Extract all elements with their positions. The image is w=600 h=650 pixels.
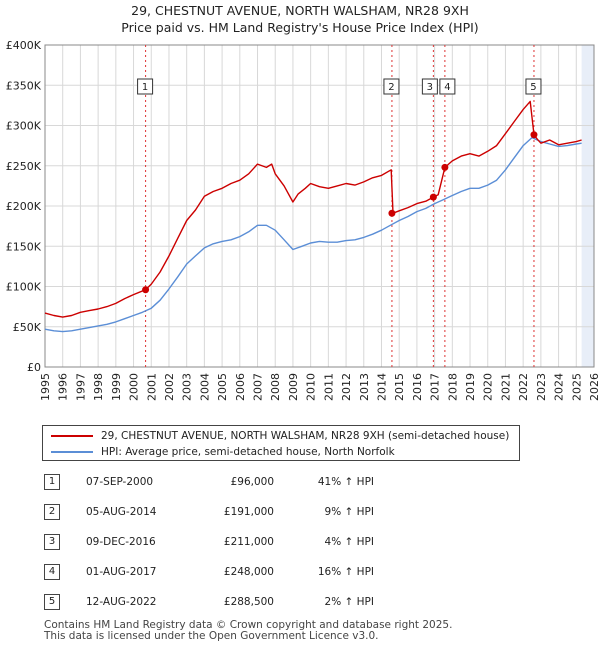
sale-number-box: 5 [44, 594, 60, 610]
y-tick-label: £0 [27, 361, 41, 374]
x-tick-label: 1997 [74, 373, 87, 401]
x-tick-label: 2001 [145, 373, 158, 401]
x-tick-label: 2008 [269, 373, 282, 401]
x-tick-label: 1996 [57, 373, 70, 401]
title-line-1: 29, CHESTNUT AVENUE, NORTH WALSHAM, NR28… [131, 3, 469, 18]
x-tick-label: 2014 [375, 373, 388, 401]
sale-hpi-change: 16% ↑ HPI [317, 566, 374, 578]
x-tick-label: 2012 [340, 373, 353, 401]
footer-attribution: Contains HM Land Registry data © Crown c… [44, 620, 452, 642]
sale-price: £248,000 [223, 566, 274, 578]
sale-date: 07-SEP-2000 [86, 476, 154, 488]
x-tick-label: 2024 [553, 373, 566, 401]
x-tick-label: 2018 [446, 373, 459, 401]
x-tick-label: 1995 [39, 373, 52, 401]
price-chart: £0 £50K £100K £150K £200K £250K £300K £350K £400… [6, 39, 600, 401]
sale-hpi-change: 4% ↑ HPI [324, 536, 374, 548]
table-row: 4 01-AUG-2017 £248,000 16% ↑ HPI [44, 562, 404, 582]
sale-label-text: 1 [142, 82, 148, 93]
sale-hpi-change: 9% ↑ HPI [324, 506, 374, 518]
x-tick-label: 2000 [128, 373, 141, 401]
sale-date: 09-DEC-2016 [86, 536, 156, 548]
legend-label-property: 29, CHESTNUT AVENUE, NORTH WALSHAM, NR28… [101, 430, 510, 442]
sale-price: £96,000 [230, 476, 274, 488]
x-tick-label: 2005 [216, 373, 229, 401]
x-tick-label: 2017 [429, 373, 442, 401]
x-tick-label: 2022 [517, 373, 530, 401]
sale-label-text: 4 [444, 82, 450, 93]
chart-title: 29, CHESTNUT AVENUE, NORTH WALSHAM, NR28… [0, 2, 600, 36]
sale-price: £288,500 [223, 596, 274, 608]
footer-line-1: Contains HM Land Registry data © Crown c… [44, 619, 453, 631]
x-tick-label: 2025 [570, 373, 583, 401]
x-tick-label: 2003 [181, 373, 194, 401]
x-tick-label: 2010 [305, 373, 318, 401]
y-tick-label: £250K [6, 160, 42, 173]
x-tick-label: 2004 [198, 373, 211, 401]
x-tick-label: 2021 [499, 373, 512, 401]
y-tick-label: £200K [6, 200, 42, 213]
x-tick-label: 2019 [464, 373, 477, 401]
sale-point [530, 131, 538, 139]
x-tick-label: 2002 [163, 373, 176, 401]
legend-swatch-property [51, 435, 93, 437]
y-tick-label: £350K [6, 79, 42, 92]
title-line-2: Price paid vs. HM Land Registry's House … [121, 20, 479, 35]
sale-price: £191,000 [223, 506, 274, 518]
y-tick-label: £400K [6, 39, 42, 52]
y-tick-label: £100K [6, 281, 42, 294]
sale-label-box [439, 78, 456, 95]
sale-point [388, 209, 396, 217]
sale-label-text: 3 [427, 82, 433, 93]
x-tick-label: 2023 [535, 373, 548, 401]
table-row: 1 07-SEP-2000 £96,000 41% ↑ HPI [44, 472, 404, 492]
x-tick-label: 2013 [358, 373, 371, 401]
sale-point [441, 163, 449, 171]
x-tick-label: 2006 [234, 373, 247, 401]
plot-border [44, 44, 595, 368]
sale-number-box: 4 [44, 564, 60, 580]
y-tick-label: £150K [6, 240, 42, 253]
legend-swatch-hpi [51, 451, 93, 453]
x-tick-label: 1998 [92, 373, 105, 401]
x-tick-label: 2026 [588, 373, 600, 401]
y-tick-label: £300K [6, 120, 42, 133]
x-tick-label: 2011 [322, 373, 335, 401]
x-tick-label: 2015 [393, 373, 406, 401]
sale-number-box: 1 [44, 474, 60, 490]
sale-label-text: 2 [388, 82, 394, 93]
sale-hpi-change: 2% ↑ HPI [324, 596, 374, 608]
sale-point [142, 286, 150, 294]
sale-label-box [383, 78, 400, 95]
sale-hpi-change: 41% ↑ HPI [317, 476, 374, 488]
footer-line-2: This data is licensed under the Open Gov… [44, 630, 379, 642]
legend-item-property: 29, CHESTNUT AVENUE, NORTH WALSHAM, NR28… [51, 428, 509, 444]
hpi-line [44, 136, 582, 333]
sale-price: £211,000 [223, 536, 274, 548]
x-tick-label: 2009 [287, 373, 300, 401]
table-row: 3 09-DEC-2016 £211,000 4% ↑ HPI [44, 532, 404, 552]
x-tick-label: 1999 [110, 373, 123, 401]
legend-label-hpi: HPI: Average price, semi-detached house,… [101, 446, 395, 458]
sale-date: 12-AUG-2022 [86, 596, 157, 608]
y-tick-label: £50K [13, 321, 42, 334]
table-row: 2 05-AUG-2014 £191,000 9% ↑ HPI [44, 502, 404, 522]
legend: 29, CHESTNUT AVENUE, NORTH WALSHAM, NR28… [42, 425, 520, 461]
sale-label-text: 5 [530, 82, 536, 93]
x-tick-label: 2007 [252, 373, 265, 401]
sale-label-box [525, 78, 542, 95]
sale-number-box: 2 [44, 504, 60, 520]
sale-label-box [421, 78, 438, 95]
sale-date: 01-AUG-2017 [86, 566, 157, 578]
x-tick-label: 2016 [411, 373, 424, 401]
sale-label-box [137, 78, 154, 95]
legend-item-hpi: HPI: Average price, semi-detached house,… [51, 444, 395, 460]
x-tick-label: 2020 [482, 373, 495, 401]
property-price-line [44, 100, 582, 318]
sale-point [429, 193, 437, 201]
table-row: 5 12-AUG-2022 £288,500 2% ↑ HPI [44, 592, 404, 612]
sale-number-box: 3 [44, 534, 60, 550]
sale-date: 05-AUG-2014 [86, 506, 157, 518]
